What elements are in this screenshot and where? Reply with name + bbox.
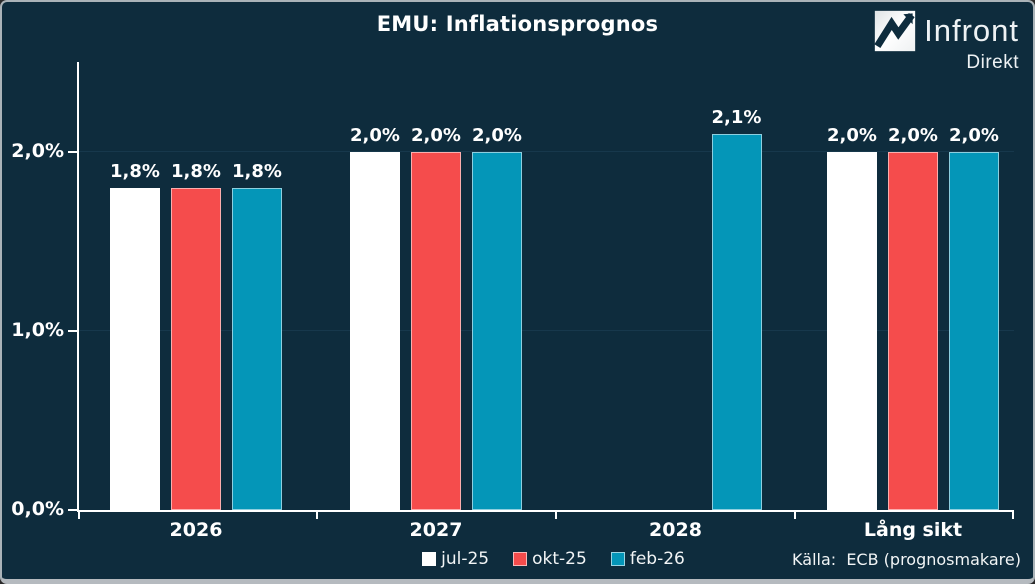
legend-swatch — [610, 552, 625, 566]
bar-value-label: 2,0% — [350, 125, 400, 146]
bar — [711, 134, 762, 510]
bar — [350, 152, 400, 510]
bar-value-label: 2,0% — [949, 125, 999, 146]
bar-value-label: 2,0% — [472, 125, 522, 146]
bar — [827, 152, 877, 510]
infront-direkt-logo: Infront Direkt — [859, 10, 1019, 80]
y-axis-label: 1,0% — [11, 319, 64, 341]
y-axis-line — [77, 62, 79, 512]
legend: jul-25 okt-25 feb-26 — [74, 549, 1033, 569]
bar — [171, 187, 221, 510]
bar-value-label: 2,0% — [888, 125, 938, 146]
bar — [110, 187, 160, 510]
y-axis-label: 2,0% — [11, 140, 64, 162]
x-axis-category-label: 2028 — [649, 519, 702, 541]
zigzag-chart-icon — [874, 10, 916, 52]
bar — [411, 152, 461, 510]
chart-title: EMU: Inflationsprognos — [376, 12, 659, 36]
y-axis-tick — [68, 509, 77, 511]
bar-value-label: 2,0% — [411, 125, 461, 146]
bar — [232, 187, 282, 510]
x-axis-line — [77, 510, 1014, 512]
x-axis-tick — [555, 512, 557, 519]
bar-value-label: 1,8% — [110, 160, 160, 182]
logo-brand-text: Infront — [924, 13, 1019, 48]
bar-value-label: 1,8% — [232, 160, 282, 182]
x-axis-category-label: Lång sikt — [863, 519, 963, 541]
legend-item: feb-26 — [610, 549, 685, 569]
logo-product-text: Direkt — [966, 52, 1019, 73]
bar-value-label: 2,1% — [711, 107, 762, 129]
x-axis-tick — [1012, 512, 1014, 519]
x-axis-tick — [316, 512, 318, 519]
y-axis-tick — [68, 330, 77, 332]
x-axis-tick — [794, 512, 796, 519]
legend-item: jul-25 — [422, 549, 489, 569]
y-axis-tick — [68, 151, 77, 153]
legend-swatch — [422, 552, 437, 566]
x-axis-category-label: 2027 — [409, 519, 463, 541]
x-axis-tick — [78, 512, 80, 519]
source-note: Källa: ECB (prognosmakare) — [792, 550, 1021, 569]
bar — [472, 152, 522, 510]
legend-label: okt-25 — [532, 549, 587, 569]
y-axis-label: 0,0% — [11, 498, 64, 520]
gridline — [77, 330, 1014, 331]
bar — [949, 152, 999, 510]
bar — [888, 152, 938, 510]
gridline — [77, 151, 1014, 152]
bar-value-label: 1,8% — [171, 160, 221, 182]
bar-value-label: 2,0% — [827, 125, 877, 146]
legend-swatch — [513, 552, 528, 566]
legend-label: jul-25 — [441, 549, 490, 569]
legend-label: feb-26 — [629, 549, 685, 569]
legend-item: okt-25 — [513, 549, 587, 569]
x-axis-category-label: 2026 — [169, 519, 223, 541]
